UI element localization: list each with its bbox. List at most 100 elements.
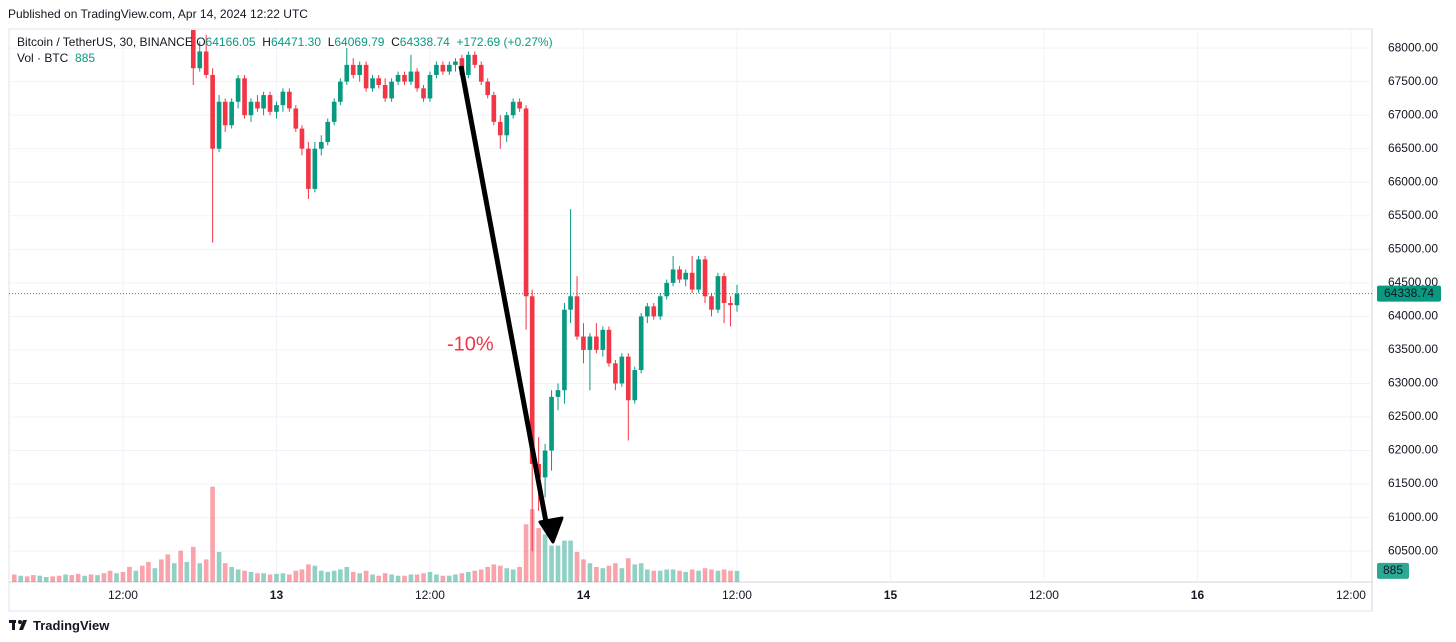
volume-bar [114, 573, 119, 582]
volume-bar [504, 568, 510, 582]
candle-body [517, 101, 522, 109]
ohlc-label: O [196, 35, 206, 49]
y-tick-label: 61500.00 [1388, 476, 1438, 490]
candle-body [574, 296, 580, 337]
volume-bar [491, 564, 497, 582]
candle-body [715, 276, 721, 310]
volume-bar [299, 569, 305, 582]
volume-bar [363, 570, 369, 582]
candle-body [600, 329, 606, 350]
candle-body [402, 74, 407, 82]
y-tick-label: 67500.00 [1388, 74, 1438, 88]
candle-body [312, 148, 318, 189]
volume-bar [555, 545, 561, 582]
volume-bar [574, 551, 580, 582]
candle-body [491, 95, 497, 122]
x-tick-label: 12:00 [1029, 588, 1059, 602]
volume-bar [82, 575, 87, 582]
legend-row: Bitcoin / TetherUS, 30, BINANCE O64166.0… [17, 34, 553, 50]
candle-body [190, 30, 196, 69]
candle-body [338, 81, 343, 102]
candle-body [683, 272, 689, 280]
volume-bar [229, 566, 234, 582]
last-price-label: 64338.74 [1384, 286, 1434, 300]
candle-body [638, 316, 644, 371]
volume-bar [312, 565, 318, 582]
x-tick-label: 12:00 [1336, 588, 1366, 602]
candle-body [222, 101, 228, 126]
volume-bar [31, 575, 36, 582]
volume-bar [235, 569, 241, 582]
y-tick-label: 62000.00 [1388, 443, 1438, 457]
candle-body [497, 121, 503, 136]
last-volume-box [1377, 562, 1409, 579]
volume-bar [664, 569, 669, 582]
y-tick-label: 64000.00 [1388, 309, 1438, 323]
volume-bar [619, 568, 625, 582]
published: Published on TradingView.com, Apr 14, 20… [8, 7, 308, 21]
volume-bar [446, 575, 452, 582]
volume-bar [37, 575, 43, 582]
volume-bar [702, 568, 708, 582]
candle-body [382, 84, 388, 99]
candle-body [357, 64, 362, 75]
candle-body [485, 81, 491, 96]
volume-bar [638, 563, 644, 582]
candle-body [274, 105, 279, 112]
y-tick-label: 66500.00 [1388, 141, 1438, 155]
volume-bar [88, 574, 94, 582]
change: +172.69 (+0.27%) [456, 35, 553, 49]
volume-bar [171, 563, 177, 582]
candle-body [293, 108, 299, 129]
volume-bar [357, 573, 362, 582]
candle-body [255, 101, 260, 109]
volume-bar [101, 573, 107, 582]
volume-bar [255, 573, 260, 582]
volume-bar [600, 568, 606, 582]
volume-bar [568, 540, 573, 582]
y-tick-label: 61000.00 [1388, 510, 1438, 524]
volume-bar [146, 561, 151, 582]
ohlc-label: L [327, 35, 335, 49]
candle-body [613, 363, 618, 384]
candle-body [721, 276, 727, 303]
candle-body [427, 74, 433, 99]
candle-body [594, 336, 599, 350]
arrow-head [538, 516, 564, 544]
candle-body [664, 282, 669, 297]
volume-bar [306, 564, 311, 582]
candle-body [331, 101, 337, 122]
volume-bar [120, 571, 126, 582]
candle-body [568, 296, 573, 310]
candle-body [689, 272, 695, 290]
volume-bar [472, 570, 478, 582]
candle-body [728, 302, 733, 306]
y-tick-label: 65500.00 [1388, 208, 1438, 222]
y-tick-label: 64500.00 [1388, 275, 1438, 289]
ohlc-value: 64471.30 [270, 35, 322, 49]
y-tick-label: 62500.00 [1388, 409, 1438, 423]
volume-bar [606, 565, 612, 582]
x-tick-label: 12:00 [108, 588, 138, 602]
candle-body [318, 142, 324, 149]
candle-body [299, 128, 305, 149]
candle-body [376, 78, 382, 85]
volume-bar [293, 570, 299, 582]
volume-bar [587, 563, 593, 582]
y-tick-label: 66000.00 [1388, 174, 1438, 188]
volume-bar [594, 566, 599, 582]
volume-bar [542, 534, 548, 582]
volume-bar [670, 569, 676, 582]
candle-body [235, 78, 241, 102]
candle-body [421, 88, 426, 99]
legend-row: Vol · BTC 885 [17, 50, 553, 66]
volume-bar [459, 573, 465, 582]
candle-body [395, 74, 401, 82]
volume-bar [165, 554, 171, 582]
volume-bar [95, 575, 100, 582]
volume-bar [651, 570, 657, 582]
candle-body [696, 259, 701, 290]
ohlc-label: H [262, 35, 271, 49]
x-tick-label: 15 [884, 588, 898, 602]
